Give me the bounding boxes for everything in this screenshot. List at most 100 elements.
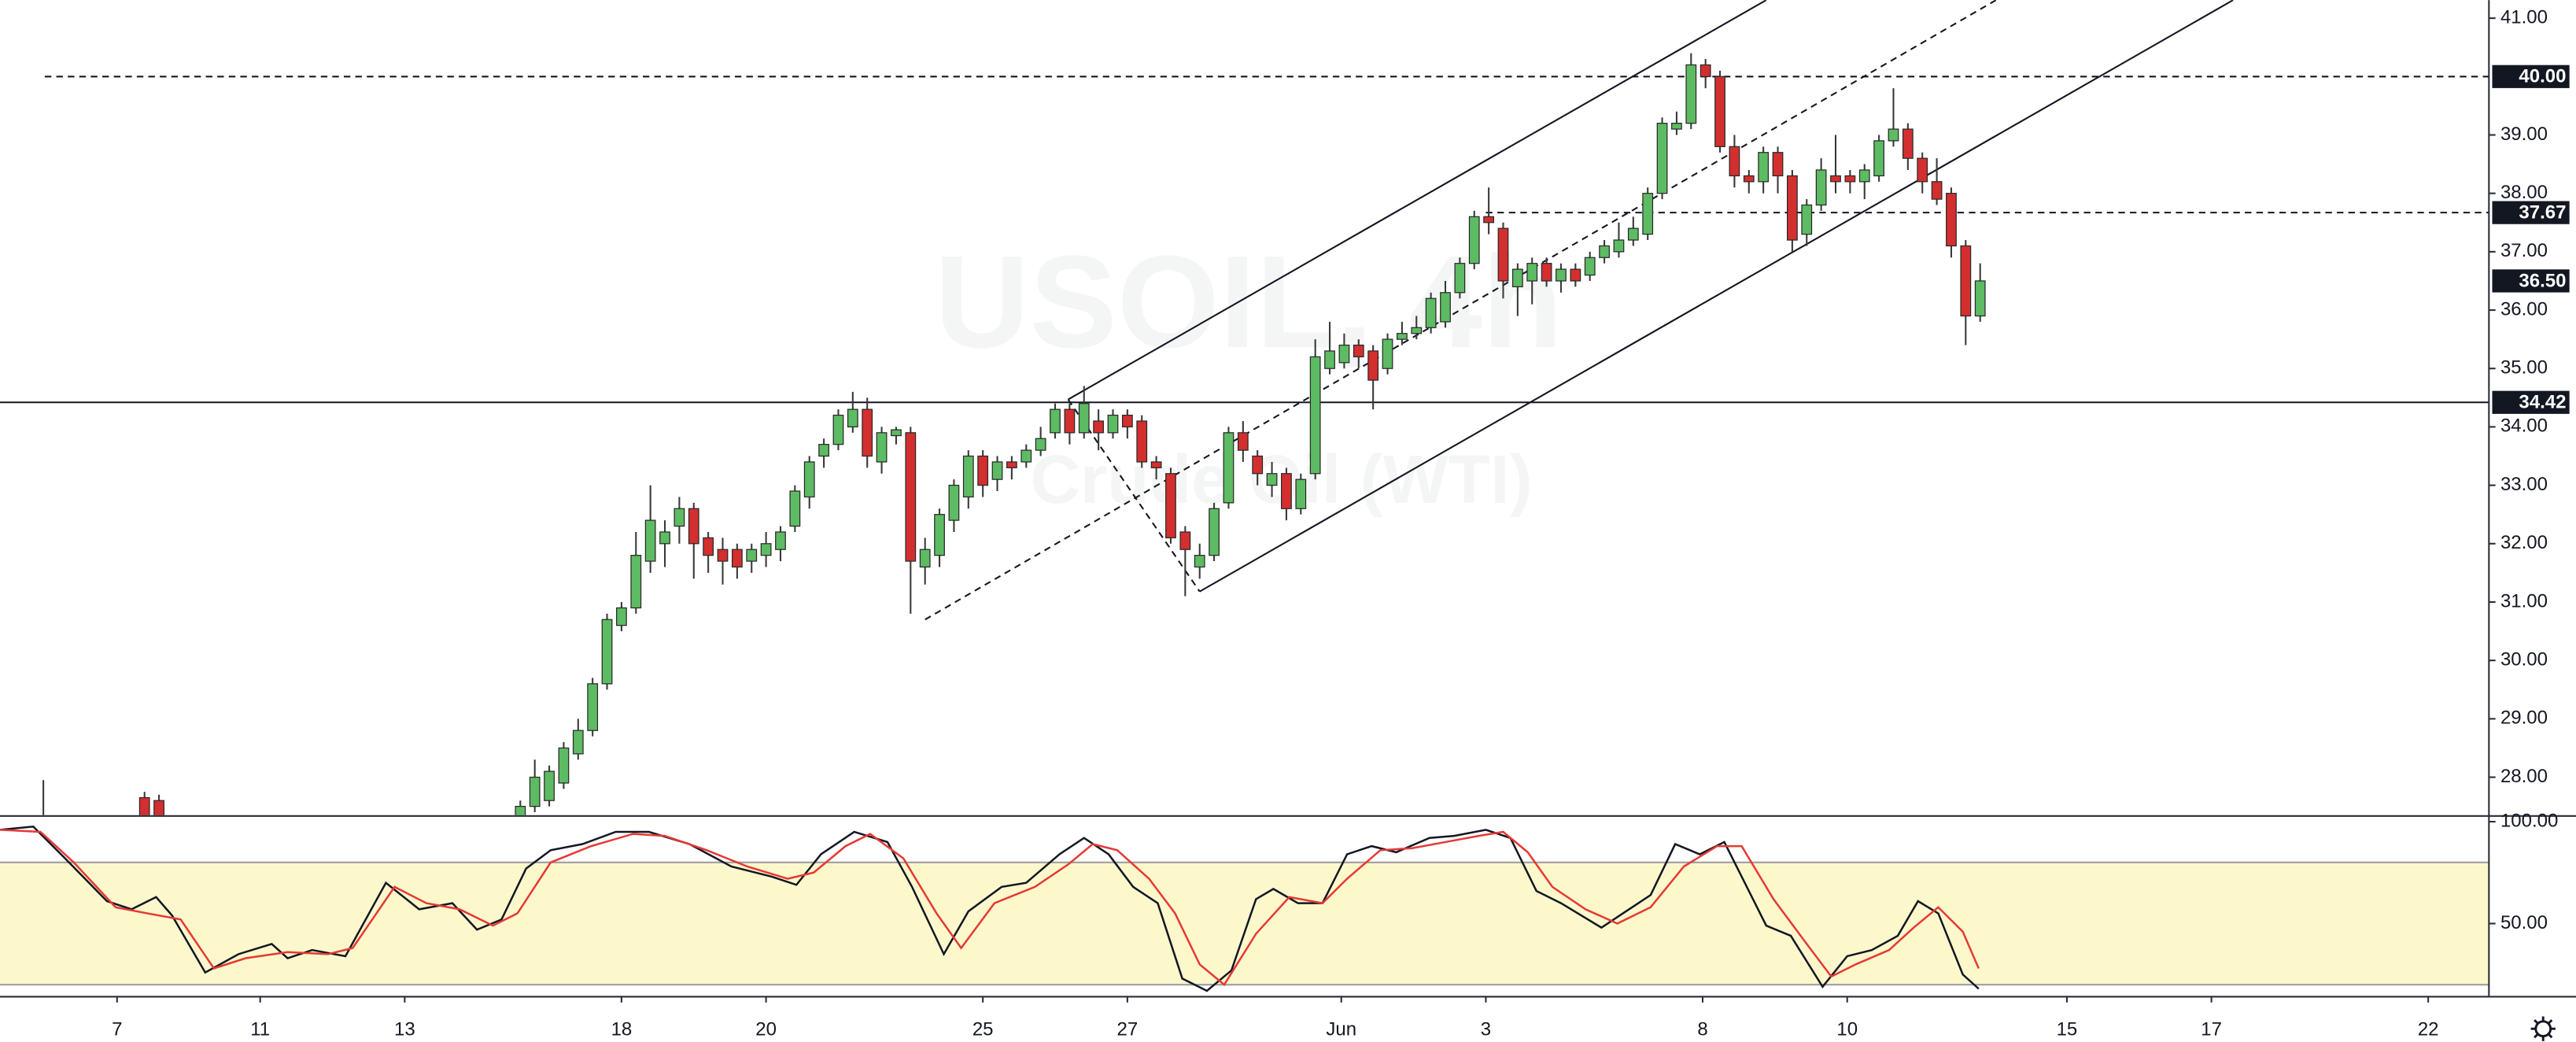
candle-body [1714,76,1725,147]
candle-body [1136,420,1148,463]
y-tick-label: 38.00 [2500,182,2548,203]
y-tick-label: 30.00 [2500,649,2548,671]
candle-body [558,747,570,784]
y-tick-label: 100.00 [2500,810,2558,831]
y-tick-label: 32.00 [2500,532,2548,553]
candle-body [934,514,945,556]
stochastic-line [0,829,1980,987]
x-tick-label: 27 [1117,1019,1139,1040]
candle-body [616,607,627,626]
candle-body [1699,64,1711,77]
candle-body [1497,227,1509,282]
candle-body [862,408,873,457]
candle-body [948,484,960,521]
candle-body [1324,350,1335,369]
candle-body [544,770,555,801]
candle-body [1440,292,1451,323]
candle-body [1411,327,1423,334]
candle-body [1064,408,1076,434]
candle-body [991,461,1003,480]
candle-body [1946,193,1957,247]
stochastic-band [0,862,2489,985]
candle-body [1309,356,1321,475]
candle-body [515,805,526,815]
candle-body [775,531,786,550]
candle-body [1367,350,1379,381]
candle-body [1425,297,1437,328]
price-badge [2492,269,2570,293]
candle-body [1526,263,1538,282]
price-panel [0,0,2489,815]
x-tick-label: 22 [2418,1019,2439,1040]
candle-body [1613,239,1625,253]
candle-body [1743,175,1755,183]
candle-body [1382,338,1393,369]
candle-body [1685,64,1697,124]
candle-body [760,543,772,556]
candle-body [630,554,642,609]
candle-body [1656,123,1668,194]
candle-body [1353,344,1364,358]
candle-body [1599,245,1610,258]
candle-body [977,455,989,486]
settings-icon[interactable] [2530,1016,2556,1041]
candle-body [1844,175,1856,183]
candle-body [1902,128,1914,159]
candle-body [1801,204,1813,235]
candle-body [1397,333,1408,340]
candle-body [1454,263,1466,294]
candle-body [1511,268,1523,287]
candle-body [891,429,902,437]
candle-body [1671,123,1682,130]
candle-body [1165,473,1176,538]
candle-body [1295,479,1307,509]
candle-body [1179,531,1191,550]
candle-body [587,683,599,731]
x-tick-label: 7 [112,1019,122,1040]
candle-body [1888,128,1899,142]
candle-body [1584,257,1596,276]
settings-gear-teeth[interactable] [2530,1016,2556,1041]
price-badge-label: 37.67 [2519,202,2566,224]
candle-body [1570,268,1581,282]
candle-body [1050,408,1061,434]
y-tick-label: 36.00 [2500,298,2548,320]
candle-body [572,730,584,755]
x-tick-label: 25 [972,1019,994,1040]
x-tick-label: 20 [755,1019,777,1040]
candle-body [1150,461,1162,468]
candle-body [1468,216,1480,264]
candle-body [962,455,974,498]
candle-body [1830,175,1841,183]
candle-body [1252,455,1264,475]
candle-body [876,432,888,463]
candle-body [1078,403,1090,434]
stochastic-line [0,825,1980,992]
candle-body [789,490,801,527]
settings-gear[interactable] [2534,1020,2552,1038]
price-badge-label: 40.00 [2519,66,2566,87]
candle-body [1223,432,1234,504]
candle-body [659,531,670,545]
candle-body [1107,414,1119,434]
y-tick-label: 34.00 [2500,416,2548,437]
candle-body [688,508,699,545]
candle-body [905,432,917,562]
price-badge-label: 34.42 [2519,392,2566,413]
candle-body [153,800,164,815]
candle-body [601,619,613,685]
candle-body [1917,157,1928,183]
candle-body [1642,193,1654,235]
y-tick-label: 33.00 [2500,474,2548,495]
price-badge [2492,201,2570,224]
candle-body [746,549,758,562]
y-tick-label: 39.00 [2500,124,2548,145]
candle-body [529,776,541,807]
stochastic-panel [0,825,2489,992]
trend-line [1199,0,2234,593]
x-tick-label: 8 [1697,1019,1707,1040]
candle-body [1758,152,1770,183]
candle-body [1556,268,1567,282]
candle-body [1020,449,1032,463]
x-tick-label: Jun [1326,1019,1356,1040]
